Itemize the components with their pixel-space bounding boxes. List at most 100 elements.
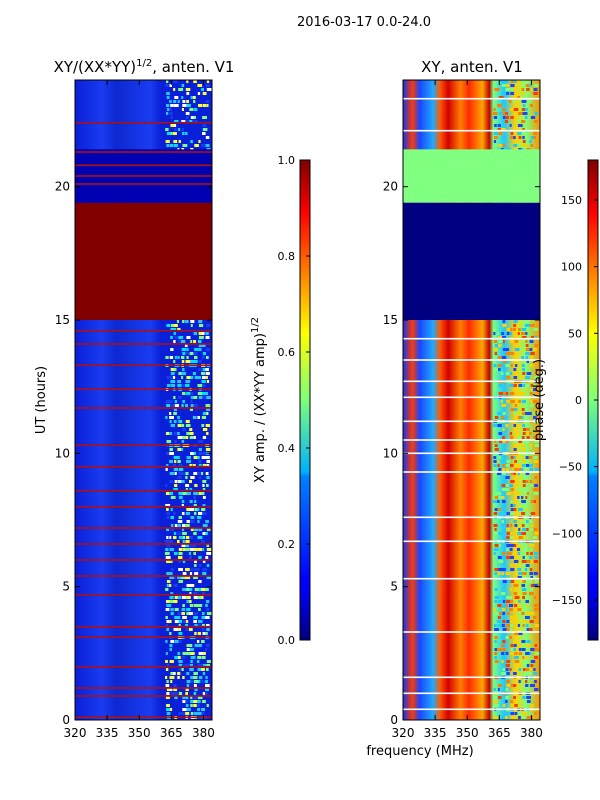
left-plot-frame	[74, 79, 213, 721]
left-speckle-cell	[197, 456, 200, 459]
right-flag-line	[403, 692, 540, 695]
right-speckle-cell	[510, 488, 514, 491]
left-speckle-cell	[174, 96, 179, 99]
right-flag-line	[403, 439, 540, 441]
left-cbar-tick-label: 0.0	[278, 634, 296, 647]
right-xtick-label: 320	[392, 726, 415, 740]
right-speckle-cell	[533, 576, 537, 579]
right-speckle-cell	[526, 560, 531, 563]
left-speckle-cell	[189, 648, 194, 651]
right-speckle-cell	[498, 468, 502, 471]
right-speckle-cell	[506, 596, 510, 599]
left-speckle-cell	[165, 504, 171, 507]
left-xtick-label: 320	[64, 726, 87, 740]
right-speckle-cell	[514, 544, 517, 547]
right-speckle-cell	[518, 500, 523, 503]
right-speckle-cell	[525, 680, 528, 683]
left-speckle-cell	[166, 664, 170, 667]
right-speckle-cell	[501, 400, 504, 403]
right-speckle-cell	[526, 528, 529, 531]
left-speckle-cell	[170, 124, 176, 127]
right-speckle-cell	[522, 112, 528, 115]
right-speckle-cell	[521, 648, 526, 651]
left-speckle-cell	[170, 404, 175, 407]
left-flag-line	[75, 183, 212, 185]
left-speckle-cell	[169, 584, 172, 587]
right-speckle-cell	[513, 700, 517, 703]
left-ytick-label: 15	[55, 313, 70, 327]
right-cbar-tick-label: 0	[575, 394, 582, 407]
left-speckle-cell	[182, 696, 187, 699]
right-speckle-cell	[509, 372, 512, 375]
left-speckle-cell	[202, 700, 206, 703]
right-speckle-cell	[521, 496, 524, 499]
left-speckle-cell	[198, 620, 203, 623]
left-speckle-cell	[177, 436, 183, 439]
right-speckle-cell	[510, 524, 513, 527]
left-speckle-cell	[166, 404, 170, 407]
right-speckle-cell	[529, 652, 532, 655]
left-speckle-cell	[166, 708, 171, 711]
left-speckle-cell	[206, 88, 212, 91]
right-speckle-cell	[510, 512, 515, 515]
right-speckle-cell	[534, 712, 537, 715]
right-speckle-cell	[497, 600, 501, 603]
right-speckle-cell	[509, 340, 515, 343]
left-speckle-cell	[202, 392, 207, 395]
left-speckle-cell	[185, 320, 189, 323]
left-speckle-cell	[174, 356, 177, 359]
right-speckle-cell	[494, 656, 497, 659]
left-speckle-cell	[185, 700, 189, 703]
right-speckle-cell	[513, 144, 518, 147]
right-speckle-cell	[502, 392, 506, 395]
left-speckle-cell	[186, 432, 191, 435]
left-speckle-cell	[166, 620, 172, 623]
right-speckle-cell	[521, 364, 525, 367]
right-speckle-cell	[522, 624, 525, 627]
right-speckle-cell	[505, 364, 510, 367]
left-speckle-cell	[170, 612, 174, 615]
left-speckle-cell	[165, 432, 170, 435]
left-speckle-cell	[166, 604, 172, 607]
left-speckle-cell	[201, 640, 205, 643]
right-speckle-cell	[526, 640, 531, 643]
left-speckle-cell	[185, 544, 190, 547]
left-speckle-cell	[174, 616, 178, 619]
left-speckle-cell	[169, 708, 173, 711]
left-speckle-cell	[186, 376, 191, 379]
right-speckle-cell	[514, 524, 518, 527]
right-flag-line	[403, 676, 540, 679]
left-speckle-cell	[186, 348, 189, 351]
left-speckle-cell	[166, 628, 170, 631]
left-speckle-cell	[202, 124, 207, 127]
left-speckle-cell	[169, 84, 172, 87]
right-speckle-cell	[501, 524, 506, 527]
left-speckle-cell	[174, 484, 178, 487]
left-speckle-cell	[198, 360, 202, 363]
left-speckle-cell	[177, 616, 181, 619]
left-speckle-cell	[170, 104, 174, 107]
right-speckle-cell	[517, 712, 522, 715]
left-speckle-cell	[169, 432, 173, 435]
right-speckle-cell	[497, 508, 501, 511]
left-speckle-cell	[182, 132, 185, 135]
right-speckle-cell	[517, 496, 520, 499]
left-speckle-cell	[182, 708, 187, 711]
left-speckle-cell	[197, 92, 201, 95]
right-speckle-cell	[506, 528, 511, 531]
right-speckle-cell	[513, 560, 519, 563]
right-speckle-cell	[521, 356, 524, 359]
right-speckle-cell	[525, 412, 531, 415]
left-speckle-cell	[193, 100, 196, 103]
left-speckle-cell	[182, 620, 187, 623]
left-speckle-cell	[169, 480, 173, 483]
right-speckle-cell	[513, 536, 518, 539]
right-speckle-cell	[506, 620, 512, 623]
left-speckle-cell	[194, 376, 200, 379]
right-speckle-cell	[493, 548, 499, 551]
left-speckle-cell	[186, 492, 191, 495]
right-speckle-cell	[534, 376, 539, 379]
left-speckle-cell	[186, 460, 191, 463]
left-flag-line	[75, 687, 212, 689]
right-speckle-cell	[513, 96, 518, 99]
